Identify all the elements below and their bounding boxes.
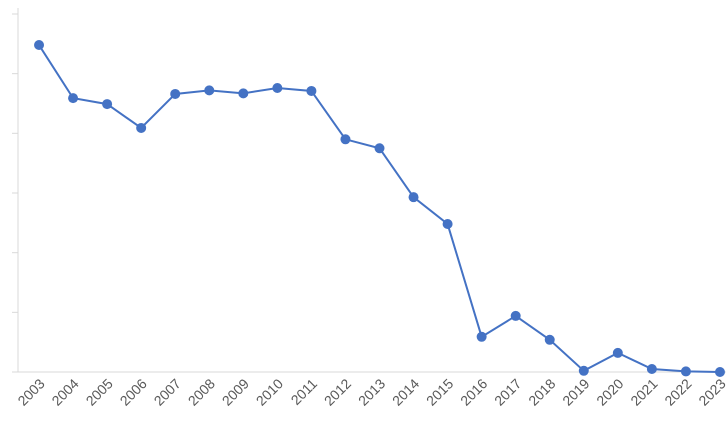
x-tick-label: 2023: [695, 375, 726, 408]
point: [442, 219, 453, 230]
point: [612, 347, 623, 358]
line: [38, 44, 720, 373]
point: [408, 192, 419, 203]
point: [238, 88, 249, 99]
x-tick-label: 2020: [593, 375, 626, 408]
point: [102, 99, 113, 110]
point: [510, 310, 521, 321]
x-tick-label: 2018: [525, 375, 558, 408]
x-tick-label: 2010: [253, 375, 286, 408]
point: [374, 143, 385, 154]
x-tick-label: 2008: [185, 375, 218, 408]
x-tick-label: 2007: [151, 375, 184, 408]
x-tick-label: 2004: [48, 375, 81, 408]
point: [204, 85, 215, 96]
point: [34, 40, 45, 51]
point: [170, 88, 181, 99]
point: [306, 85, 317, 96]
x-tick-label: 2022: [661, 375, 694, 408]
x-tick-label: 2019: [559, 375, 592, 408]
point: [476, 331, 487, 342]
point: [680, 366, 691, 377]
x-tick-label: 2016: [457, 375, 490, 408]
x-tick-label: 2005: [83, 375, 116, 408]
x-tick-label: 2015: [423, 375, 456, 408]
x-tick-label: 2013: [355, 375, 388, 408]
x-tick-label: 2014: [389, 375, 422, 408]
point: [714, 367, 725, 377]
point: [136, 122, 147, 133]
x-tick-label: 2003: [14, 375, 47, 408]
x-tick-label: 2017: [491, 375, 524, 408]
point: [646, 364, 657, 375]
x-tick-label: 2021: [627, 375, 660, 408]
point: [68, 93, 79, 104]
point: [340, 134, 351, 145]
x-tick-label: 2006: [117, 375, 150, 408]
x-tick-label: 2012: [321, 375, 354, 408]
x-tick-label: 2009: [219, 375, 252, 408]
point: [544, 334, 555, 345]
x-tick-label: 2011: [288, 375, 321, 408]
point: [578, 365, 589, 376]
point: [272, 82, 283, 93]
